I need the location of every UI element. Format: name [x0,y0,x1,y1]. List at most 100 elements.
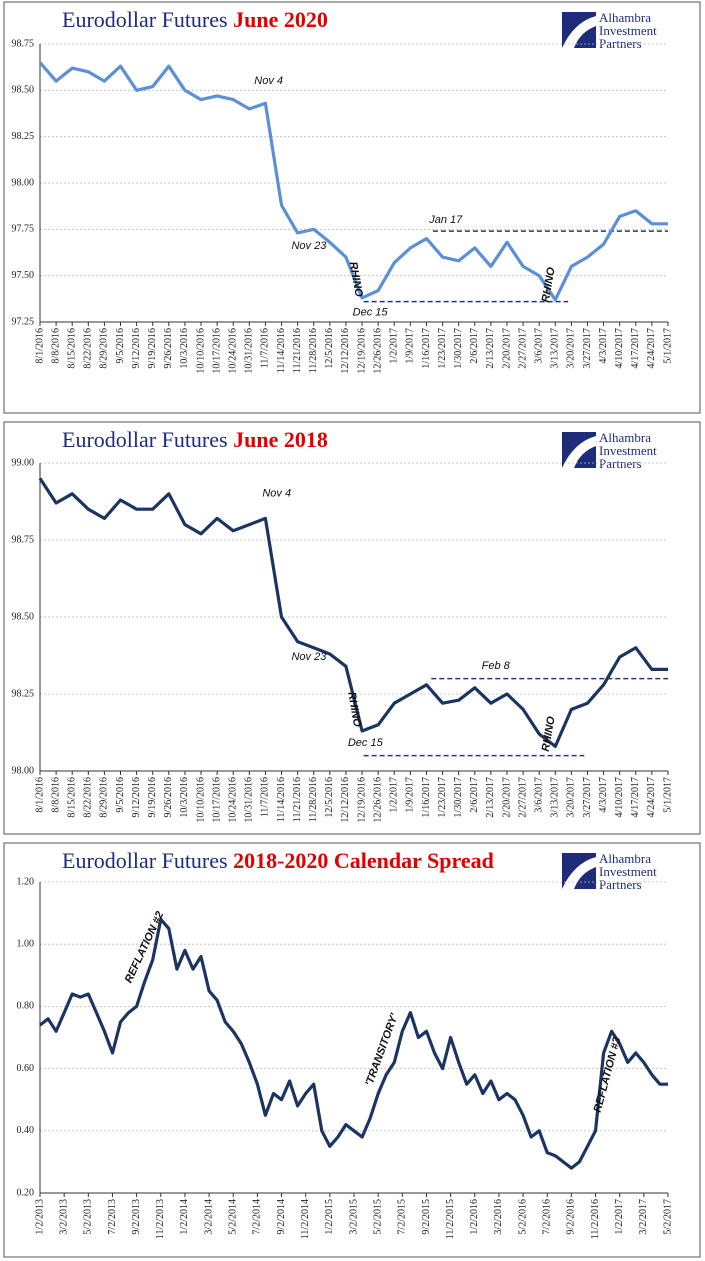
x-tick-label: 9/5/2016 [115,777,126,813]
x-tick-label: 2/20/2017 [501,328,512,369]
x-tick-label: 1/23/2017 [437,777,448,818]
x-tick-label: 11/2/2015 [445,1199,456,1239]
x-tick-label: 12/19/2016 [356,328,367,374]
x-tick-label: 3/6/2017 [533,777,544,813]
x-tick-label: 3/20/2017 [566,777,577,818]
x-tick-label: 7/2/2013 [107,1199,118,1235]
logo-text: Partners [599,877,642,892]
x-tick-label: 3/27/2017 [582,777,593,818]
x-tick-label: 8/15/2016 [67,777,78,818]
x-tick-label: 10/3/2016 [179,777,190,818]
x-tick-label: 3/27/2017 [582,328,593,369]
annotation: Nov 4 [254,75,283,87]
x-tick-label: 7/2/2016 [542,1199,553,1235]
data-line [38,477,668,748]
x-tick-label: 11/14/2016 [276,328,287,373]
title-highlight: June 2020 [233,7,328,32]
x-tick-label: 2/27/2017 [517,777,528,818]
x-tick-label: 8/22/2016 [83,777,94,818]
x-tick-label: 8/1/2016 [34,328,45,364]
x-tick-label: 10/17/2016 [211,777,222,823]
x-tick-label: 1/2/2015 [324,1199,335,1235]
x-tick-label: 1/30/2017 [453,777,464,818]
title-main: Eurodollar Futures [62,7,228,32]
x-tick-label: 2/13/2017 [485,328,496,369]
x-tick-label: 4/10/2017 [614,777,625,818]
x-tick-label: 5/2/2016 [517,1199,528,1235]
x-tick-label: 7/2/2015 [397,1199,408,1235]
title-highlight: 2018-2020 Calendar Spread [233,848,494,873]
title-highlight: June 2018 [233,427,328,452]
logo-text: Partners [599,36,642,51]
chart-panel: Eurodollar Futures 2018-2020 Calendar Sp… [3,842,701,1258]
x-tick-label: 8/29/2016 [99,777,110,818]
x-tick-label: 4/24/2017 [646,777,657,818]
chart-panel: Eurodollar Futures June 2020 AlhambraInve… [3,1,701,414]
chart-title: Eurodollar Futures 2018-2020 Calendar Sp… [62,848,494,873]
x-tick-label: 4/3/2017 [598,328,609,364]
y-tick-label: 0.20 [17,1187,35,1198]
annotation: Feb 8 [482,660,511,672]
y-tick-label: 97.25 [12,316,35,327]
y-tick-label: 99.00 [12,457,35,468]
x-tick-label: 4/17/2017 [630,328,641,369]
panel-border [3,421,701,835]
x-tick-label: 3/2/2013 [58,1199,69,1235]
x-tick-label: 11/28/2016 [308,777,319,822]
x-tick-label: 11/7/2016 [260,328,271,368]
x-tick-label: 10/10/2016 [195,328,206,374]
annotation: Dec 15 [353,307,389,319]
x-tick-label: 3/2/2015 [348,1199,359,1235]
x-tick-label: 10/31/2016 [244,328,255,374]
y-tick-label: 98.25 [12,688,35,699]
y-tick-label: 0.60 [17,1063,35,1074]
logo-text: Investment [599,864,657,879]
logo-text: Investment [599,23,657,38]
y-tick-label: 98.50 [12,611,35,622]
x-tick-label: 1/9/2017 [405,777,416,813]
x-tick-label: 3/2/2017 [638,1199,649,1235]
y-tick-label: 98.00 [12,177,35,188]
y-tick-label: 98.00 [12,765,35,776]
data-line [39,917,668,1170]
x-tick-label: 9/2/2016 [566,1199,577,1235]
x-tick-label: 7/2/2014 [252,1199,263,1235]
x-tick-label: 12/12/2016 [340,777,351,823]
x-tick-label: 9/12/2016 [131,328,142,369]
x-tick-label: 1/9/2017 [405,328,416,364]
x-tick-label: 8/29/2016 [99,328,110,369]
x-tick-label: 12/5/2016 [324,777,335,818]
x-tick-label: 10/10/2016 [195,777,206,823]
x-tick-label: 1/23/2017 [437,328,448,369]
x-tick-label: 1/16/2017 [421,777,432,818]
logo-swoosh [562,857,596,889]
x-tick-label: 9/12/2016 [131,777,142,818]
chart-title: Eurodollar Futures June 2020 [62,7,328,32]
annotation: Nov 4 [262,488,291,500]
x-tick-label: 9/19/2016 [147,328,158,369]
y-tick-label: 98.50 [12,85,35,96]
x-tick-label: 11/21/2016 [292,777,303,822]
x-tick-label: 3/2/2016 [493,1199,504,1235]
y-tick-label: 1.00 [17,938,35,949]
chart-panel: Eurodollar Futures June 2018 AlhambraInve… [3,421,701,835]
x-tick-label: 10/3/2016 [179,328,190,369]
x-tick-label: 4/3/2017 [598,777,609,813]
data-line [38,61,668,302]
x-tick-label: 2/20/2017 [501,777,512,818]
x-tick-label: 9/2/2014 [276,1199,287,1235]
chart-title: Eurodollar Futures June 2018 [62,427,328,452]
x-tick-label: 9/2/2013 [131,1199,142,1235]
logo-text: Partners [599,456,642,471]
x-tick-label: 8/22/2016 [83,328,94,369]
x-tick-label: 12/19/2016 [356,777,367,823]
y-tick-label: 97.50 [12,270,35,281]
x-tick-label: 10/31/2016 [244,777,255,823]
y-tick-label: 1.20 [17,876,35,887]
annotation: Dec 15 [348,737,384,749]
x-tick-label: 8/1/2016 [34,777,45,813]
x-tick-label: 4/17/2017 [630,777,641,818]
x-tick-label: 11/2/2013 [155,1199,166,1239]
